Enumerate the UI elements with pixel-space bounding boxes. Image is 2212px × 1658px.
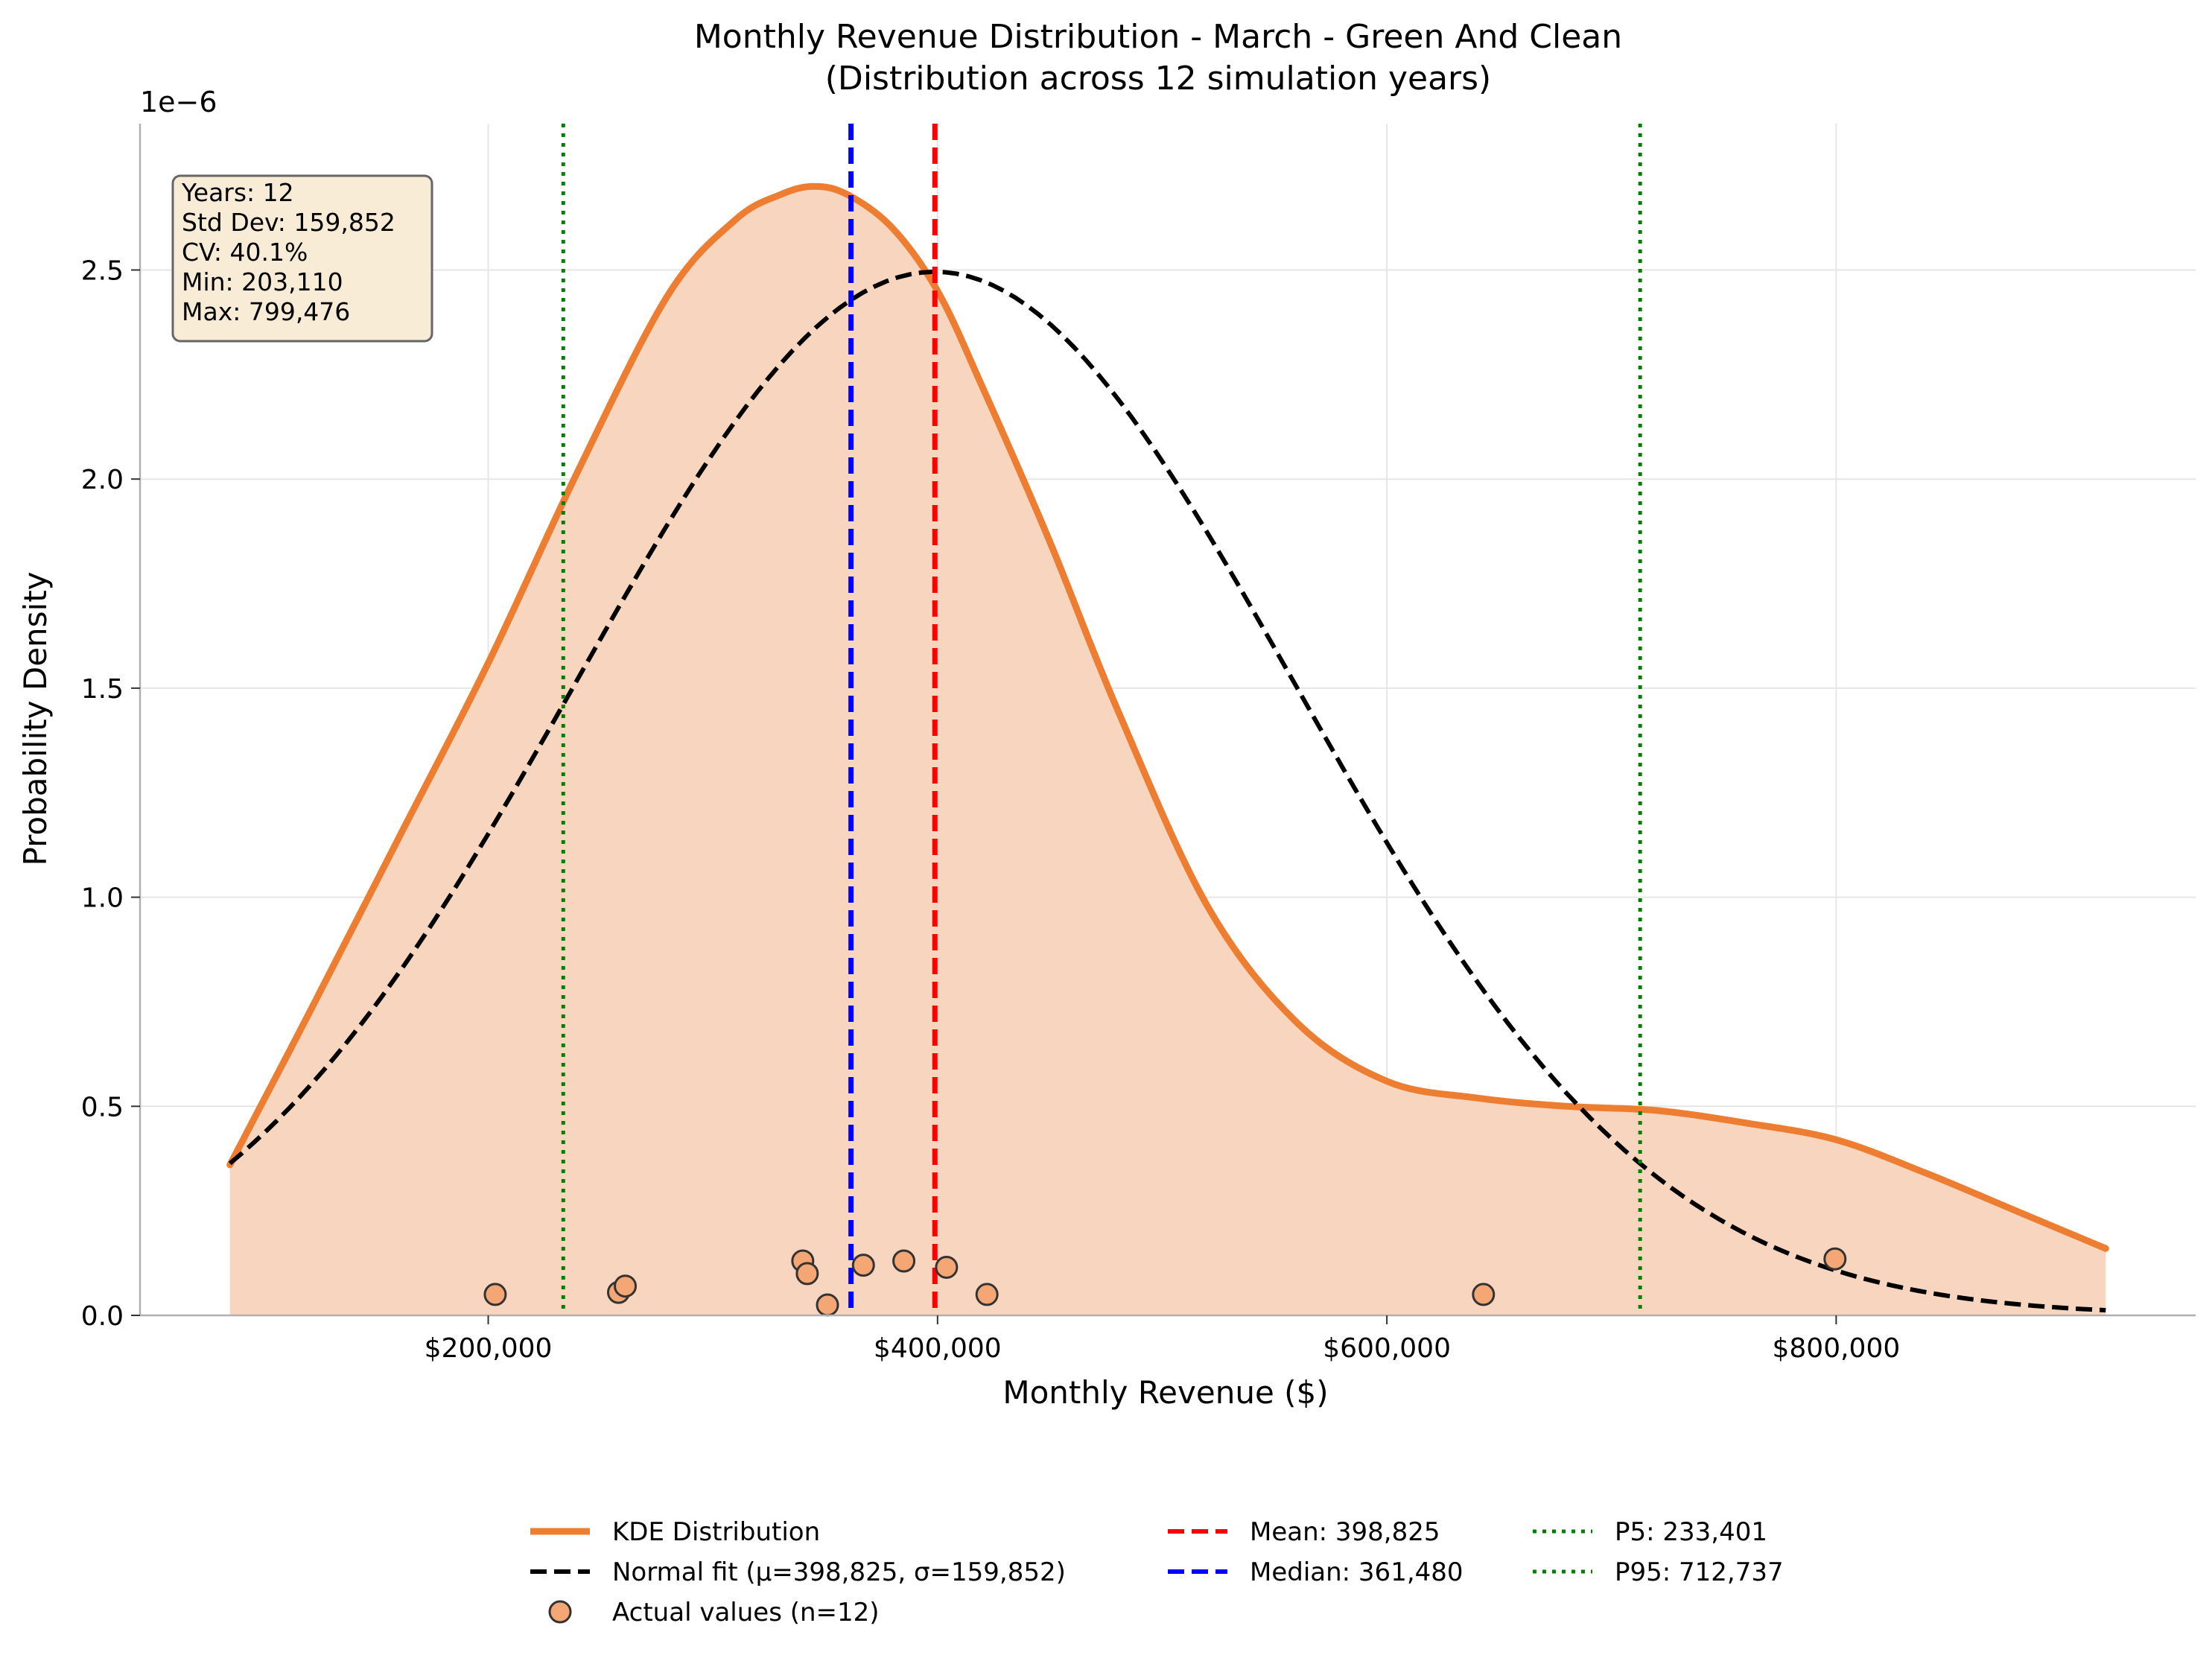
actual-value-point <box>816 1293 839 1317</box>
actual-value-point <box>614 1274 638 1298</box>
legend-marker-circle <box>548 1600 572 1624</box>
x-tick-label: $800,000 <box>1772 1333 1900 1364</box>
chart-title: Monthly Revenue Distribution - March - G… <box>694 18 1622 56</box>
legend-label: P5: 233,401 <box>1615 1517 1767 1547</box>
y-tick-label: 2.5 <box>81 255 124 286</box>
x-tick-label: $400,000 <box>874 1333 1002 1364</box>
legend-label: KDE Distribution <box>612 1517 820 1547</box>
x-tick-label: $200,000 <box>425 1333 553 1364</box>
chart-subtitle: (Distribution across 12 simulation years… <box>825 60 1491 98</box>
legend-label: Normal fit (μ=398,825, σ=159,852) <box>612 1557 1066 1587</box>
kde-area-fill <box>229 186 2106 1316</box>
stats-box-line: Max: 799,476 <box>182 297 350 326</box>
actual-value-point <box>892 1249 916 1273</box>
legend-item: Median: 361,480 <box>1168 1557 1463 1587</box>
legend-item: KDE Distribution <box>530 1517 820 1547</box>
kde-line <box>226 182 2109 1252</box>
actual-value-point <box>1472 1283 1496 1306</box>
actual-value-point <box>483 1283 507 1306</box>
stats-box-frame <box>171 174 433 343</box>
legend: KDE Distribution Normal fit (μ=398,825, σ… <box>530 1517 1784 1627</box>
y-tick-label: 0.0 <box>81 1301 124 1332</box>
x-tick-label: $600,000 <box>1323 1333 1451 1364</box>
legend-item: P5: 233,401 <box>1533 1517 1767 1547</box>
legend-label: P95: 712,737 <box>1615 1557 1784 1587</box>
series-layer <box>226 124 2109 1315</box>
legend-label: Mean: 398,825 <box>1250 1517 1440 1547</box>
y-scale-offset-label: 1e−6 <box>140 86 217 118</box>
actual-value-point <box>935 1255 959 1279</box>
stats-box-line: Std Dev: 159,852 <box>182 208 395 237</box>
points-layer <box>483 1247 1847 1317</box>
stats-box-line: Years: 12 <box>181 178 294 207</box>
y-tick-label: 0.5 <box>81 1092 124 1122</box>
y-tick-label: 1.5 <box>81 674 124 705</box>
kde-fill-layer <box>229 186 2106 1316</box>
actual-value-point <box>851 1254 875 1277</box>
y-tick-label: 1.0 <box>81 883 124 914</box>
stats-box-line: Min: 203,110 <box>182 267 343 296</box>
actual-value-point <box>975 1283 999 1306</box>
legend-item: P95: 712,737 <box>1533 1557 1784 1587</box>
stats-box-line: CV: 40.1% <box>182 238 308 267</box>
normal-fit-line <box>228 269 2106 1313</box>
y-axis-label: Probability Density <box>17 571 54 865</box>
y-tick-label: 2.0 <box>81 465 124 495</box>
axes-layer: $200,000 $400,000 $600,000 $800,000 0.0 0.5 1.… <box>81 124 2196 1364</box>
actual-value-point <box>795 1262 819 1286</box>
legend-item: Normal fit (μ=398,825, σ=159,852) <box>530 1557 1066 1587</box>
legend-label: Actual values (n=12) <box>612 1598 880 1627</box>
x-axis-label: Monthly Revenue ($) <box>1002 1374 1328 1411</box>
actual-value-point <box>1823 1247 1847 1271</box>
legend-item: Actual values (n=12) <box>548 1598 880 1627</box>
legend-item: Mean: 398,825 <box>1168 1517 1440 1547</box>
legend-label: Median: 361,480 <box>1250 1557 1463 1587</box>
